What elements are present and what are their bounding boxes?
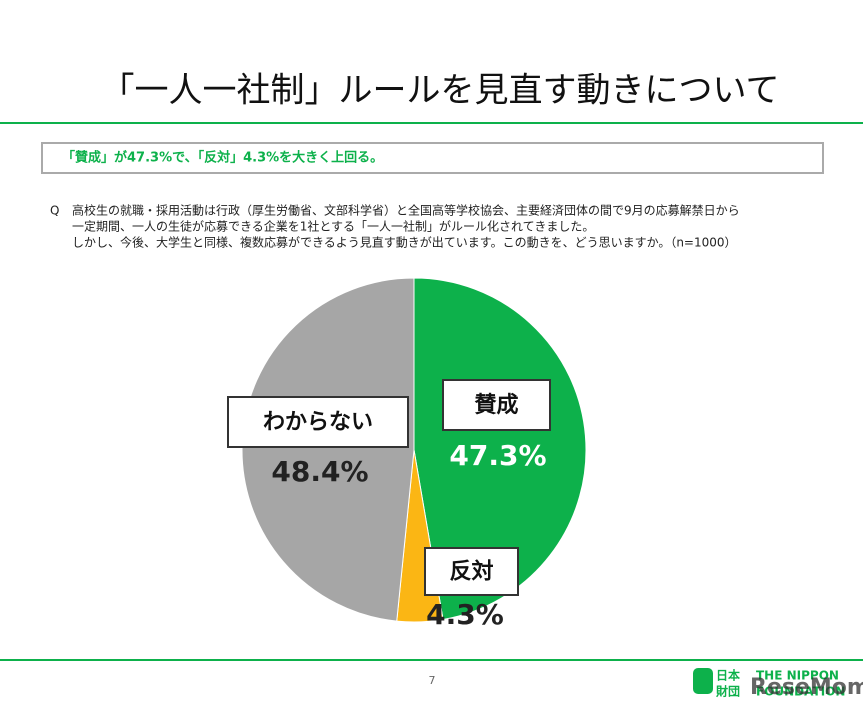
question-line: 一定期間、一人の生徒が応募できる企業を1社とする「一人一社制」がルール化されてき… [72,219,594,234]
category-label: わからない [263,410,373,435]
category-label: 賛成 [474,393,518,418]
question-marker: Q [50,204,59,218]
category-label: 反対 [449,560,493,585]
logo-text: 財団 [715,684,740,699]
label-box [227,396,409,448]
summary-text: 「賛成」が47.3%で、「反対」4.3%を大きく上回る。 [62,150,383,166]
question-line: 高校生の就職・採用活動は行政（厚生労働省、文部科学省）と全国高等学校協会、主要経… [72,203,740,218]
label-box [442,379,551,431]
logo-text: THE NIPPON [756,669,839,683]
logo-text: 日本 [716,668,740,683]
value-label: 4.3% [426,598,504,631]
slide-title: 「一人一社制」ルールを見直す動きについて [101,71,780,111]
logo-mark [693,668,713,694]
question-line: しかし、今後、大学生と同様、複数応募ができるよう見直す動きが出ています。この動き… [72,235,737,250]
value-label: 48.4% [271,455,368,488]
value-label: 47.3% [449,439,546,472]
summary-box [41,142,824,174]
watermark: ReseMom [750,675,863,700]
label-box [424,547,519,596]
page-number: 7 [429,674,436,687]
pie: 賛成 47.3% 反対 4.3% わからない 48.4% [227,277,587,631]
logo-text: FOUNDATION [756,685,845,699]
